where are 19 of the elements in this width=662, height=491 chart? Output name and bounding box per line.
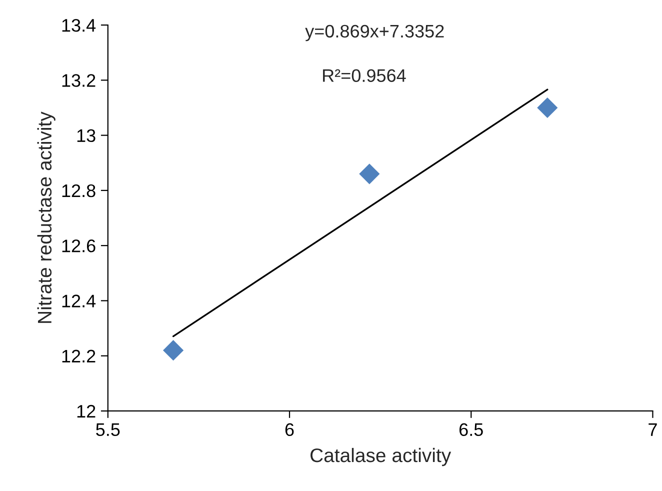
annotation: R²=0.9564 <box>323 69 406 82</box>
x-tick-label: 7 <box>648 423 657 436</box>
x-tick-label: 6.5 <box>459 423 483 436</box>
point <box>162 340 184 361</box>
y-tick-label: 12.6 <box>62 240 96 252</box>
annotation: y=0.869x+7.3352 <box>305 24 444 42</box>
y-axis-title: Nitrate reductase activity <box>37 112 56 323</box>
y-tick-label: 12.2 <box>62 350 96 362</box>
y-tick-label: 13.4 <box>62 18 96 32</box>
y-tick-label: 13.2 <box>62 74 96 87</box>
y-tick-label: 12.4 <box>62 294 96 308</box>
y-tick-label: 13 <box>77 129 96 142</box>
point <box>359 164 380 184</box>
point <box>537 97 558 118</box>
y-tick-label: 12.8 <box>62 184 96 198</box>
x-axis-title: Catalase activity <box>310 448 452 466</box>
x-tick-label: 6 <box>285 423 294 436</box>
x-tick-label: 5.5 <box>96 423 120 436</box>
y-tick-label: 12 <box>77 404 96 418</box>
